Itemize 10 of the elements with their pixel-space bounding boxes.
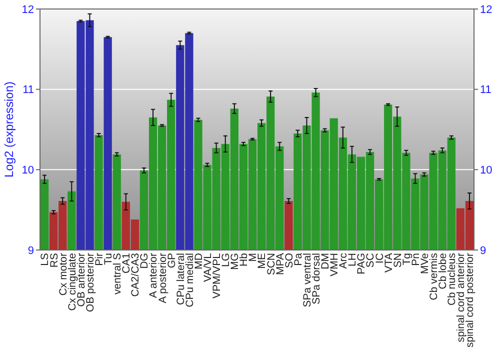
y2-tick-label: 10 — [480, 164, 492, 177]
y-tick-label: 9 — [28, 244, 34, 257]
y-tick-label: 11 — [22, 84, 34, 96]
y2-tick-label: 11 — [480, 84, 492, 96]
y-tick-label: 10 — [22, 164, 34, 177]
y-tick-label: 12 — [22, 4, 34, 16]
y-axis-title: Log2 (expression) — [2, 81, 16, 178]
y2-tick-label: 9 — [480, 244, 486, 257]
x-tick-label: spinal cord posterior — [464, 252, 476, 348]
y2-tick-label: 12 — [480, 4, 492, 16]
